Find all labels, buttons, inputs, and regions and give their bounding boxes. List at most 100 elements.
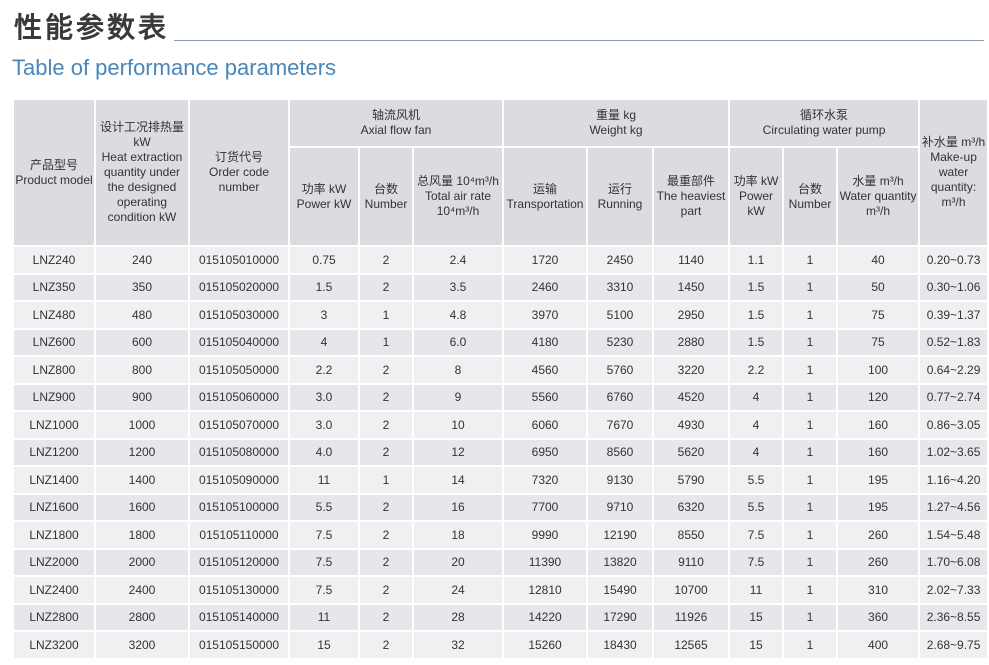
cell-w-heaviest: 3220 xyxy=(654,357,729,383)
page-title-en: Table of performance parameters xyxy=(12,55,337,80)
cell-heat: 600 xyxy=(96,329,188,355)
cell-pump-water: 75 xyxy=(838,329,919,355)
table-row: LNZ350 350 015105020000 1.5 2 3.5 2460 3310 1450… xyxy=(14,274,988,300)
cell-pump-power: 5.5 xyxy=(730,494,783,520)
cell-fan-power: 0.75 xyxy=(290,247,358,273)
cell-fan-number: 2 xyxy=(360,274,412,300)
cell-w-transport: 7700 xyxy=(504,494,586,520)
title-divider xyxy=(174,40,984,41)
cell-order-code: 015105070000 xyxy=(190,412,288,438)
cell-w-transport: 12810 xyxy=(504,577,586,603)
table-row: LNZ480 480 015105030000 3 1 4.8 3970 5100 2950 1.… xyxy=(14,302,988,328)
cell-fan-air: 6.0 xyxy=(414,329,502,355)
cell-fan-air: 10 xyxy=(414,412,502,438)
cell-order-code: 015105040000 xyxy=(190,329,288,355)
cell-order-code: 015105080000 xyxy=(190,439,288,465)
cell-w-heaviest: 5790 xyxy=(654,467,729,493)
cell-heat: 2000 xyxy=(96,549,188,575)
cell-pump-number: 1 xyxy=(784,632,837,658)
cell-w-running: 9710 xyxy=(588,494,652,520)
cell-makeup: 2.02~7.33 xyxy=(920,577,988,603)
cell-fan-air: 32 xyxy=(414,632,502,658)
cell-fan-power: 2.2 xyxy=(290,357,358,383)
header-weight-transport: 运输 Transportation xyxy=(504,148,586,245)
cell-pump-power: 11 xyxy=(730,577,783,603)
cell-w-transport: 7320 xyxy=(504,467,586,493)
header-pump-power: 功率 kW Power kW xyxy=(730,148,783,245)
table-row: LNZ800 800 015105050000 2.2 2 8 4560 5760 3220 2.… xyxy=(14,357,988,383)
cell-makeup: 0.86~3.05 xyxy=(920,412,988,438)
cell-fan-number: 1 xyxy=(360,302,412,328)
cell-pump-number: 1 xyxy=(784,604,837,630)
cell-w-running: 13820 xyxy=(588,549,652,575)
cell-fan-number: 2 xyxy=(360,247,412,273)
cell-w-transport: 4180 xyxy=(504,329,586,355)
table-row: LNZ600 600 015105040000 4 1 6.0 4180 5230 2880 1.… xyxy=(14,329,988,355)
cell-fan-number: 2 xyxy=(360,522,412,548)
cell-makeup: 0.77~2.74 xyxy=(920,384,988,410)
cell-fan-air: 24 xyxy=(414,577,502,603)
cell-fan-number: 2 xyxy=(360,357,412,383)
cell-makeup: 2.68~9.75 xyxy=(920,632,988,658)
cell-pump-water: 400 xyxy=(838,632,919,658)
cell-heat: 2400 xyxy=(96,577,188,603)
cell-fan-air: 3.5 xyxy=(414,274,502,300)
cell-fan-power: 7.5 xyxy=(290,522,358,548)
performance-table: 产品型号 Product model 设计工况排热量 kW Heat extra… xyxy=(12,98,989,660)
cell-fan-number: 2 xyxy=(360,494,412,520)
cell-w-heaviest: 6320 xyxy=(654,494,729,520)
cell-fan-power: 3 xyxy=(290,302,358,328)
header-fan-air-rate: 总风量 10⁴m³/h Total air rate 10⁴m³/h xyxy=(414,148,502,245)
cell-w-transport: 4560 xyxy=(504,357,586,383)
cell-pump-number: 1 xyxy=(784,412,837,438)
cell-w-running: 17290 xyxy=(588,604,652,630)
cell-w-running: 5100 xyxy=(588,302,652,328)
table-row: LNZ900 900 015105060000 3.0 2 9 5560 6760 4520 4 1… xyxy=(14,384,988,410)
cell-model: LNZ350 xyxy=(14,274,94,300)
cell-order-code: 015105120000 xyxy=(190,549,288,575)
cell-w-running: 18430 xyxy=(588,632,652,658)
cell-order-code: 015105140000 xyxy=(190,604,288,630)
cell-fan-number: 1 xyxy=(360,467,412,493)
cell-heat: 3200 xyxy=(96,632,188,658)
cell-makeup: 0.30~1.06 xyxy=(920,274,988,300)
cell-model: LNZ1400 xyxy=(14,467,94,493)
cell-w-transport: 6950 xyxy=(504,439,586,465)
cell-heat: 1400 xyxy=(96,467,188,493)
cell-pump-number: 1 xyxy=(784,577,837,603)
cell-w-heaviest: 8550 xyxy=(654,522,729,548)
cell-w-heaviest: 11926 xyxy=(654,604,729,630)
cell-pump-number: 1 xyxy=(784,549,837,575)
cell-pump-number: 1 xyxy=(784,522,837,548)
cell-fan-power: 1.5 xyxy=(290,274,358,300)
cell-w-heaviest: 5620 xyxy=(654,439,729,465)
cell-model: LNZ800 xyxy=(14,357,94,383)
cell-pump-water: 310 xyxy=(838,577,919,603)
cell-fan-power: 4 xyxy=(290,329,358,355)
cell-fan-air: 14 xyxy=(414,467,502,493)
cell-heat: 1200 xyxy=(96,439,188,465)
cell-w-running: 3310 xyxy=(588,274,652,300)
cell-fan-air: 4.8 xyxy=(414,302,502,328)
cell-model: LNZ2400 xyxy=(14,577,94,603)
cell-model: LNZ1800 xyxy=(14,522,94,548)
cell-order-code: 015105060000 xyxy=(190,384,288,410)
cell-fan-power: 15 xyxy=(290,632,358,658)
cell-heat: 900 xyxy=(96,384,188,410)
table-row: LNZ2000 2000 015105120000 7.5 2 20 11390 13820 9… xyxy=(14,549,988,575)
cell-w-heaviest: 2880 xyxy=(654,329,729,355)
table-row: LNZ1000 1000 015105070000 3.0 2 10 6060 7670 493… xyxy=(14,412,988,438)
cell-pump-power: 15 xyxy=(730,632,783,658)
cell-w-heaviest: 4930 xyxy=(654,412,729,438)
cell-w-transport: 5560 xyxy=(504,384,586,410)
cell-heat: 1600 xyxy=(96,494,188,520)
cell-w-transport: 9990 xyxy=(504,522,586,548)
cell-model: LNZ240 xyxy=(14,247,94,273)
header-makeup-water: 补水量 m³/h Make-up water quantity: m³/h xyxy=(920,100,988,245)
cell-pump-number: 1 xyxy=(784,329,837,355)
cell-model: LNZ1200 xyxy=(14,439,94,465)
cell-model: LNZ1000 xyxy=(14,412,94,438)
header-heat-extraction: 设计工况排热量 kW Heat extraction quantity unde… xyxy=(96,100,188,245)
cell-order-code: 015105010000 xyxy=(190,247,288,273)
header-fan-number: 台数 Number xyxy=(360,148,412,245)
